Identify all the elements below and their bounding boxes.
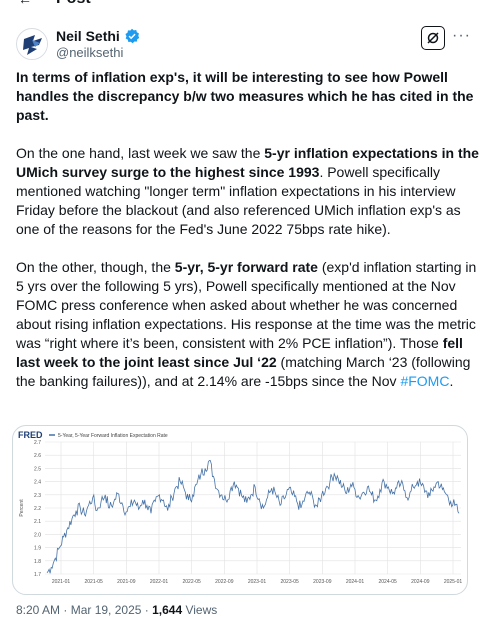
- x-tick-label: 2023-09: [313, 579, 332, 585]
- p2-bold: 5-yr inflation expectations in the UMich…: [16, 145, 479, 180]
- page-title: Post: [56, 0, 91, 8]
- x-tick-label: 2022-05: [182, 579, 201, 585]
- avatar[interactable]: [16, 28, 48, 60]
- hashtag-link[interactable]: #FOMC: [400, 373, 450, 389]
- chart-title: 5-Year, 5-Year Forward Inflation Expecta…: [58, 433, 168, 439]
- y-tick-label: 2.7: [34, 440, 41, 446]
- x-tick-label: 2022-09: [215, 579, 234, 585]
- y-tick-label: 2.0: [34, 532, 41, 538]
- y-tick-label: 1.9: [34, 546, 41, 552]
- top-bar: ← Post: [0, 0, 493, 8]
- y-tick-label: 2.5: [34, 466, 41, 472]
- more-options-icon[interactable]: ···: [452, 27, 471, 44]
- post-meta: 8:20 AM · Mar 19, 2025 · 1,644 Views: [16, 603, 217, 617]
- author-handle[interactable]: @neilksethi: [56, 45, 124, 60]
- post-date[interactable]: Mar 19, 2025: [70, 603, 142, 617]
- p2-text-c: . Powell specifically mentioned watching…: [16, 164, 461, 237]
- x-tick-label: 2021-01: [52, 579, 71, 585]
- fred-logo: FRED: [18, 430, 43, 440]
- x-tick-label: 2021-05: [84, 579, 103, 585]
- meta-separator: ·: [60, 603, 71, 617]
- paragraph-1-text: In terms of inflation exp's, it will be …: [16, 69, 474, 123]
- y-tick-label: 1.7: [34, 572, 41, 578]
- p3-text-c: (exp'd inflation starting in 5 yrs over …: [16, 259, 477, 351]
- verified-badge-icon: [125, 28, 140, 44]
- views-count: 1,644: [152, 603, 183, 617]
- x-tick-label: 2024-05: [378, 579, 397, 585]
- back-arrow-icon[interactable]: ←: [18, 0, 32, 7]
- p3-bold-2: fell last week to the joint least since …: [16, 335, 463, 370]
- y-tick-label: 2.3: [34, 493, 41, 499]
- y-tick-label: 2.4: [34, 480, 41, 486]
- x-tick-label: 2023-05: [280, 579, 299, 585]
- post-text: In terms of inflation exp's, it will be …: [16, 68, 480, 391]
- x-tick-label: 2024-01: [346, 579, 365, 585]
- x-tick-label: 2025-01: [444, 579, 463, 585]
- p3-text-f: .: [449, 373, 454, 389]
- p3-text-e: (matching March ‘23 (following the banki…: [16, 354, 471, 389]
- x-tick-label: 2023-01: [248, 579, 267, 585]
- author-name[interactable]: Neil Sethi: [56, 28, 120, 44]
- meta-separator: ·: [141, 603, 153, 617]
- post-time[interactable]: 8:20 AM: [16, 603, 61, 617]
- y-tick-label: 2.1: [34, 519, 41, 525]
- p2-text-a: On the one hand, last week we saw the: [16, 145, 265, 161]
- x-tick-label: 2024-09: [411, 579, 430, 585]
- x-tick-label: 2021-09: [117, 579, 136, 585]
- grok-icon[interactable]: [421, 26, 445, 50]
- y-tick-label: 2.2: [34, 506, 41, 512]
- y-tick-label: 2.6: [34, 453, 41, 459]
- paragraph-1: In terms of inflation exp's, it will be …: [16, 68, 480, 125]
- y-tick-label: 1.8: [34, 559, 41, 565]
- post-header: Neil Sethi @neilksethi ···: [16, 26, 477, 66]
- chart-image[interactable]: FRED 5-Year, 5-Year Forward Inflation Exp…: [12, 425, 468, 595]
- paragraph-2: On the one hand, last week we saw the 5-…: [16, 144, 480, 239]
- paragraph-3: On the other, though, the 5-yr, 5-yr for…: [16, 258, 480, 391]
- x-tick-label: 2022-01: [150, 579, 169, 585]
- y-axis-label: Percent: [19, 499, 25, 517]
- fred-chart: FRED 5-Year, 5-Year Forward Inflation Exp…: [18, 430, 463, 585]
- p3-bold-1: 5-yr, 5-yr forward rate: [174, 259, 318, 275]
- series-line: [46, 460, 460, 574]
- p3-text-a: On the other, though, the: [16, 259, 175, 275]
- views-label: Views: [182, 603, 218, 617]
